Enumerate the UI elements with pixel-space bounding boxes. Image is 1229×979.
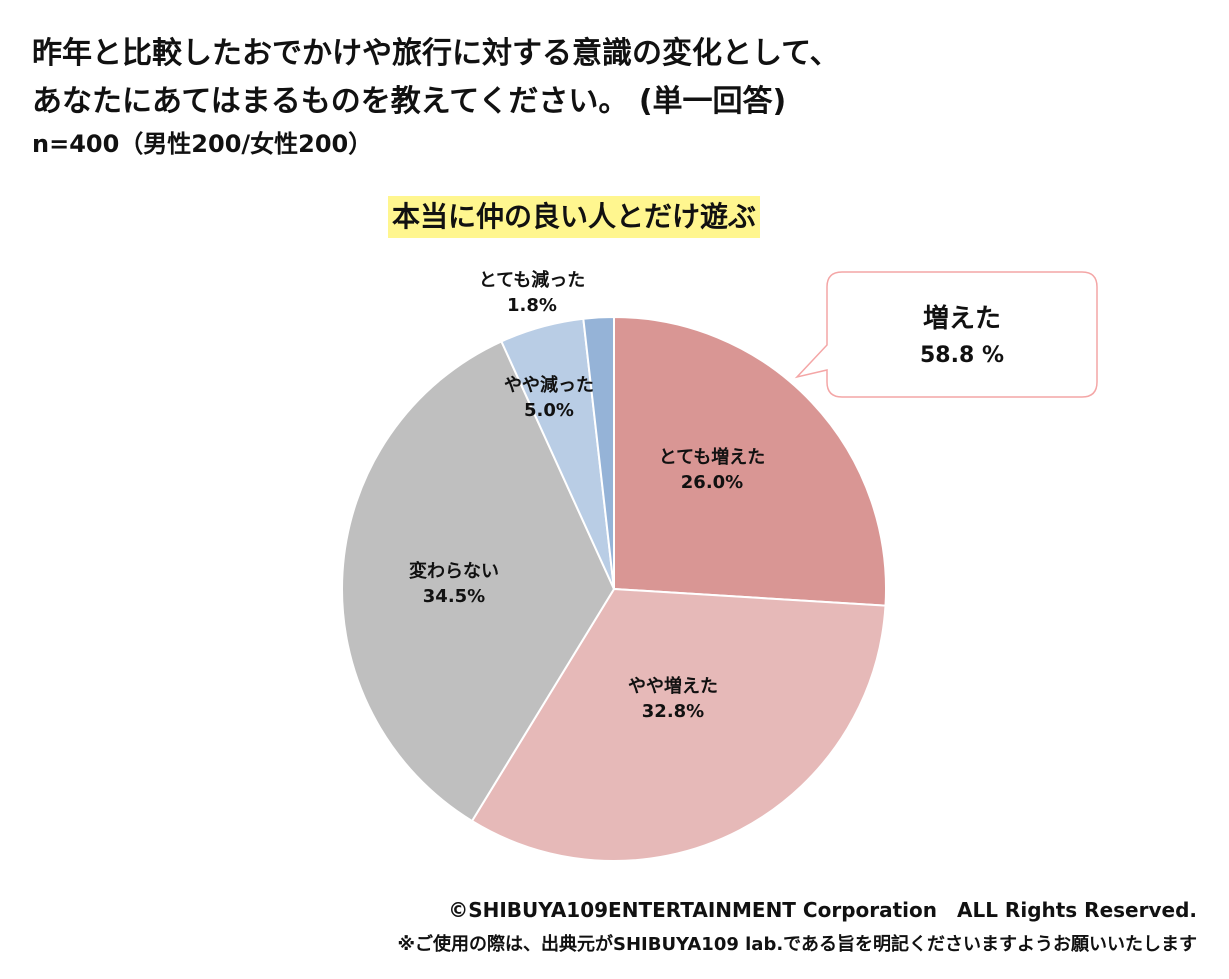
slice-label-5: とても減った [479,269,586,291]
slice-value-5: 1.8% [507,295,557,316]
slice-label-4: やや減った [504,374,594,396]
pie-labels: とても増えた 26.0% やや増えた 32.8% 変わらない 34.5% やや減った 5.0%… [409,269,765,722]
slice-value-1: 26.0% [681,472,743,493]
slice-value-3: 34.5% [423,586,485,607]
slice-value-4: 5.0% [524,400,574,421]
question-line-1: 昨年と比較したおでかけや旅行に対する意識の変化として、 [32,36,840,71]
slice-label-2: やや増えた [628,675,718,697]
chart-title: 本当に仲の良い人とだけ遊ぶ [388,196,761,238]
callout: 増えた 58.8 % [794,271,1098,398]
pie-slice-2 [470,587,887,862]
slice-label-3: 変わらない [409,560,499,582]
copyright-notice: ©SHIBUYA109ENTERTAINMENT Corporation ALL… [448,898,1197,922]
callout-label: 増えた [923,304,1001,334]
callout-box [794,271,1098,398]
pie-slice-1 [613,315,887,607]
pie-slice-5 [582,315,615,590]
sample-size: n=400（男性200/女性200） [32,130,373,158]
pie-slice-3 [341,340,616,823]
callout-value: 58.8 % [920,343,1004,368]
slice-label-1: とても増えた [659,446,766,468]
question-line-2: あなたにあてはまるものを教えてください。 (単一回答) [32,84,787,119]
slice-value-2: 32.8% [642,701,704,722]
pie-slices [341,315,887,862]
usage-notice: ※ご使用の際は、出典元がSHIBUYA109 lab.である旨を明記くださいます… [397,934,1198,955]
